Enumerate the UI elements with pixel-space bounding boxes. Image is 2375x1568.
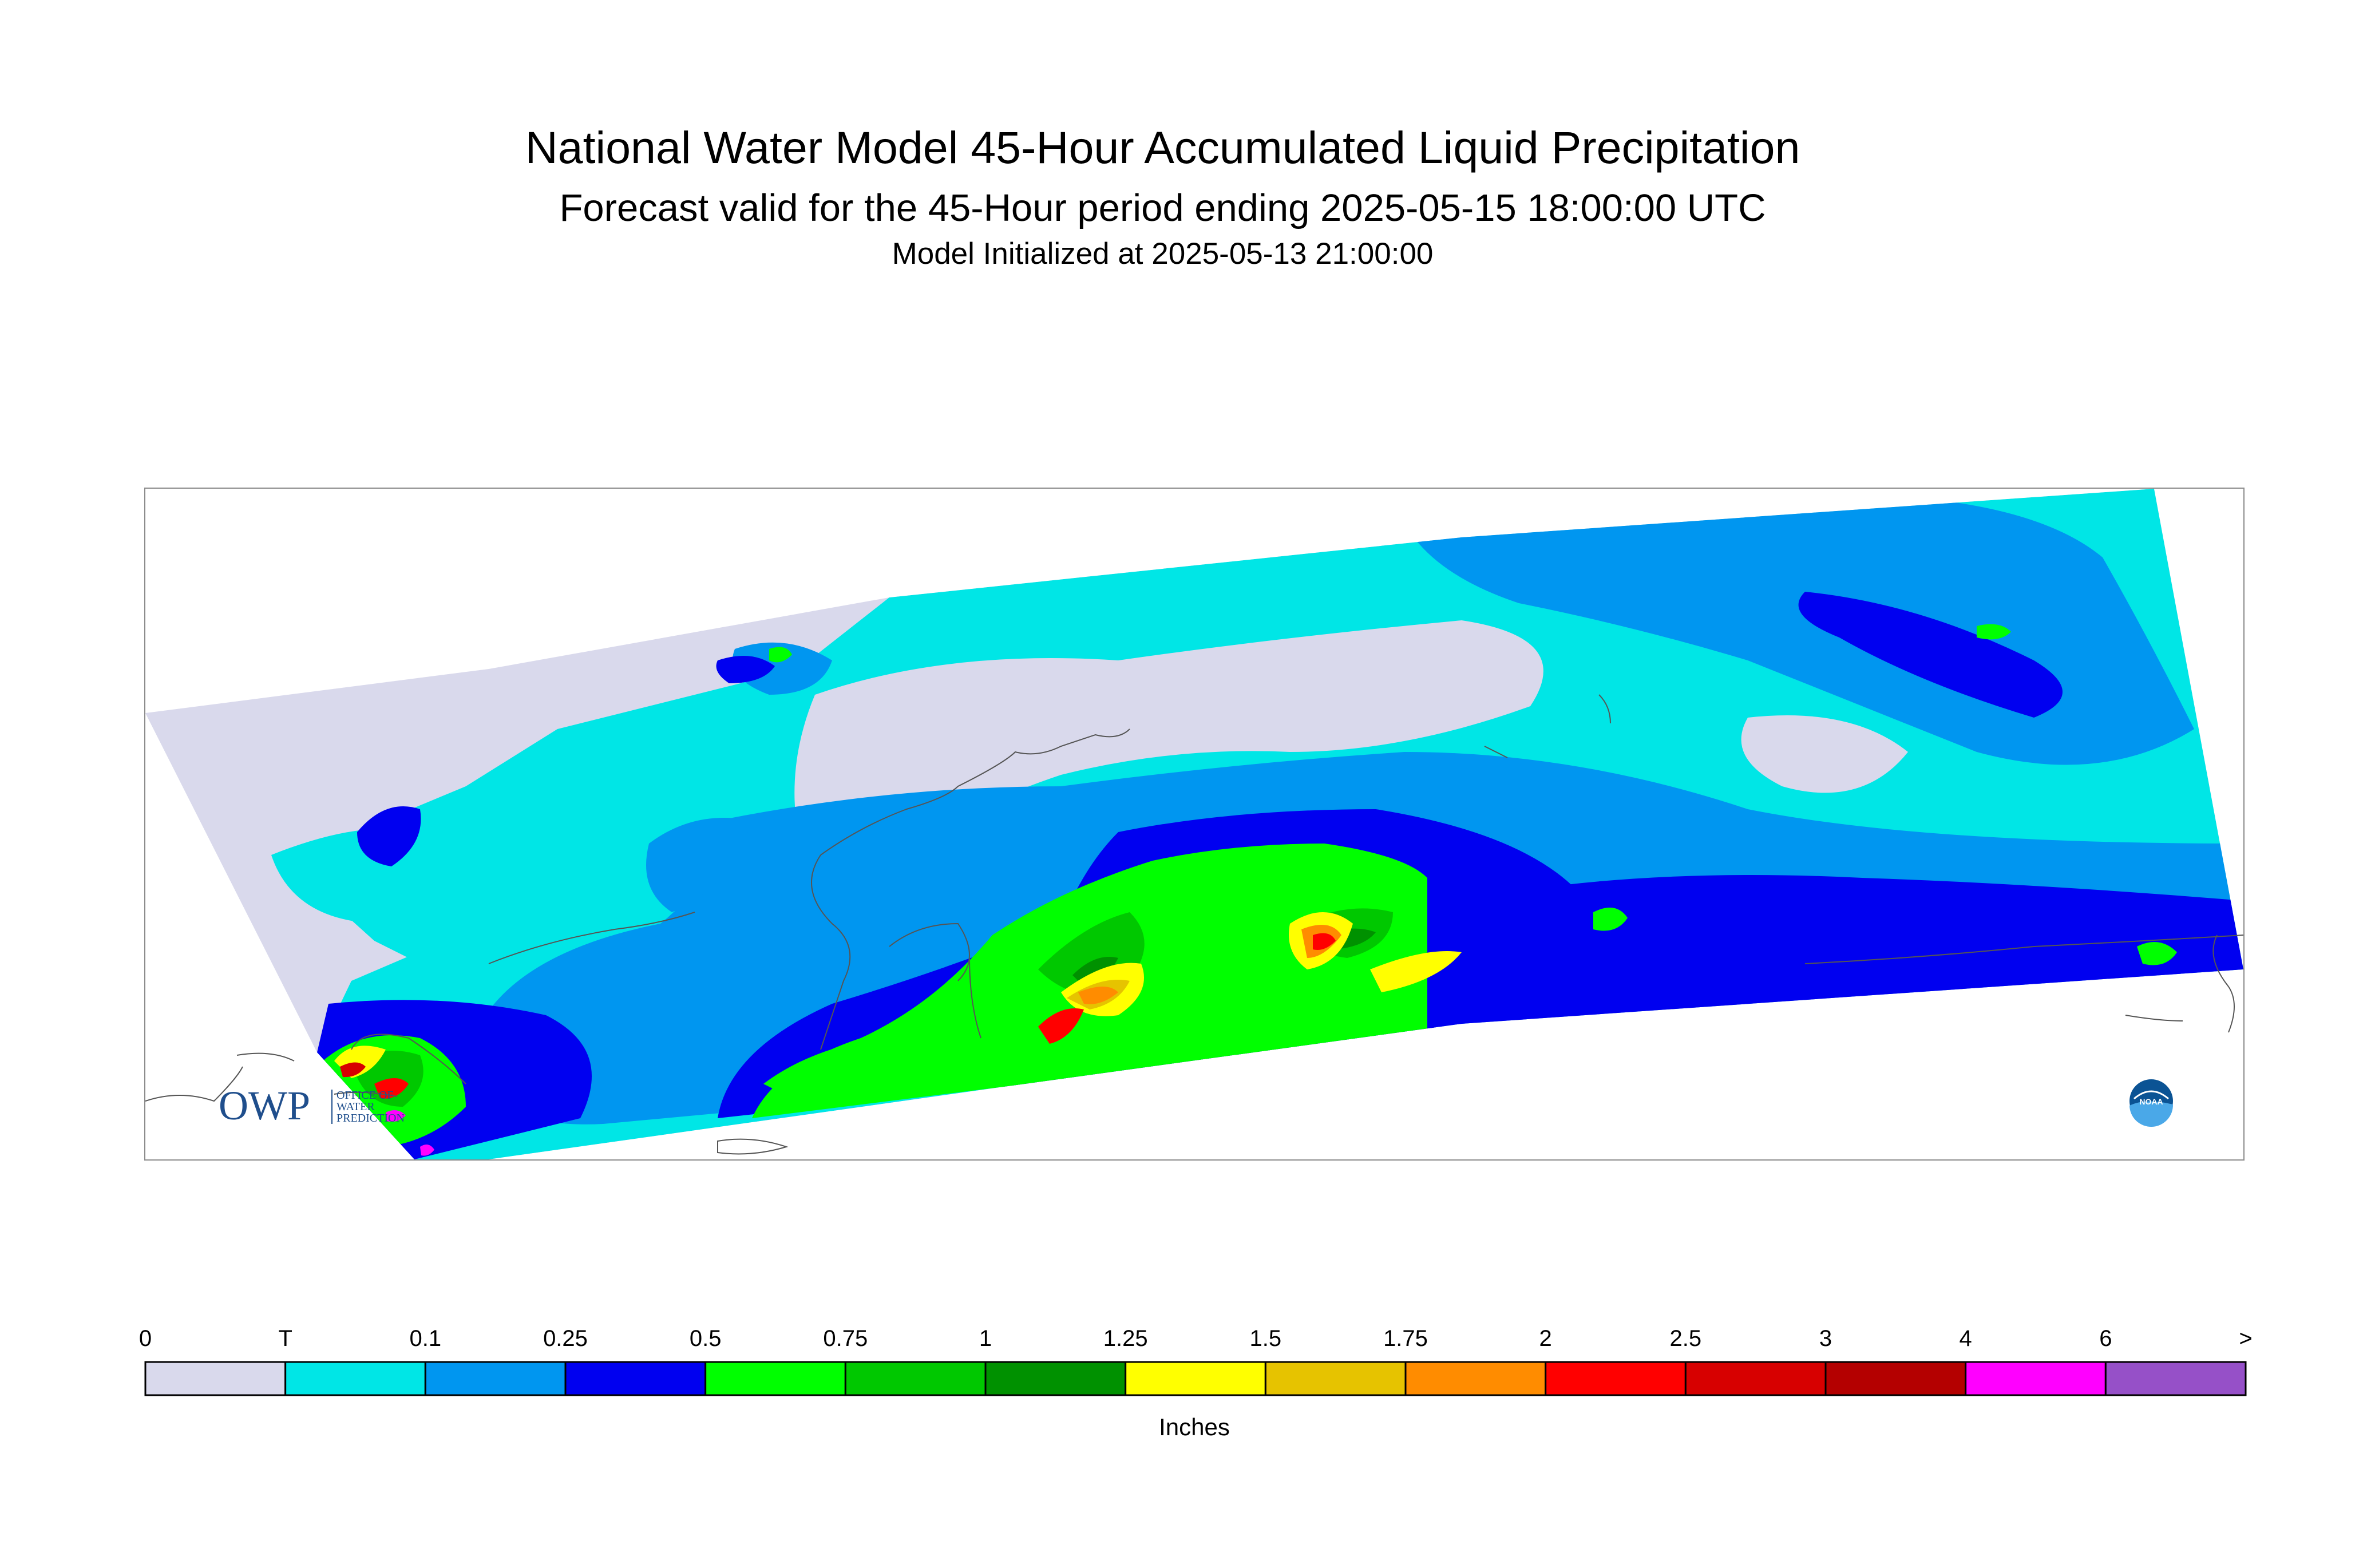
- owp-text-line1: OFFICE OF: [337, 1089, 393, 1102]
- legend-swatch: [1404, 1361, 1547, 1396]
- precip-4-band: [386, 1110, 406, 1122]
- precip-2.5-band: [340, 1062, 366, 1078]
- legend-break-label: 1.5: [1250, 1326, 1282, 1351]
- precip-0.5-band: [769, 647, 792, 663]
- legend-swatch: [1824, 1361, 1967, 1396]
- map-title: National Water Model 45-Hour Accumulated…: [525, 122, 1800, 173]
- legend-swatch: [144, 1361, 287, 1396]
- owp-text-line3: PREDICTION: [337, 1112, 405, 1124]
- legend-break-label: 6: [2099, 1326, 2112, 1351]
- precip-1.25-band: [1370, 951, 1462, 992]
- model-init-time: Model Initialized at 2025-05-13 21:00:00: [892, 237, 1434, 271]
- precip-0.25-band: [357, 806, 421, 866]
- legend-break-label: 0: [139, 1326, 152, 1351]
- legend-unit-label: Inches: [1159, 1413, 1230, 1440]
- owp-mark: OWP: [219, 1083, 310, 1129]
- legend-break-label: 0.5: [690, 1326, 722, 1351]
- precip-0.1-band: [733, 642, 832, 695]
- legend-swatch: [704, 1361, 846, 1396]
- legend-break-label: 0.75: [823, 1326, 868, 1351]
- precip-0.1-band: [646, 818, 752, 912]
- legend-swatch: [1684, 1361, 1827, 1396]
- precip-1.75-band: [1078, 987, 1118, 1004]
- legend-colorbar: [144, 1361, 2247, 1396]
- precip-0.5-band: [763, 1038, 935, 1095]
- forecast-period: Forecast valid for the 45-Hour period en…: [559, 187, 1766, 229]
- legend-break-label: 0.1: [410, 1326, 442, 1351]
- precip-2-band: [1038, 1008, 1084, 1044]
- legend-swatch: [424, 1361, 567, 1396]
- legend-break-label: 1.25: [1103, 1326, 1148, 1351]
- legend-break-label: >: [2239, 1326, 2252, 1351]
- precipitation-legend: 0 T 0.1 0.25 0.5 0.75 1 1.25 1.5 1.75 2 2.5 3 4 6 >: [139, 1326, 2253, 1396]
- precipitation-field: [271, 489, 2243, 1159]
- legend-swatch: [2104, 1361, 2247, 1396]
- legend-break-label: 0.25: [543, 1326, 588, 1351]
- legend-break-label: T: [278, 1326, 292, 1351]
- precip-2-band: [1313, 933, 1336, 950]
- precipitation-map: OWP OFFICE OF WATER PREDICTION NOAA: [145, 489, 2243, 1159]
- legend-break-label: 2.5: [1670, 1326, 1702, 1351]
- precip-0.25-band: [716, 656, 775, 683]
- legend-swatch: [1125, 1361, 1266, 1396]
- legend-swatch: [1965, 1361, 2107, 1396]
- legend-swatch: [984, 1361, 1127, 1396]
- legend-swatch: [284, 1361, 426, 1396]
- legend-break-label: 3: [1819, 1326, 1832, 1351]
- legend-swatch: [844, 1361, 987, 1396]
- precip-0.5-band: [2137, 942, 2177, 965]
- legend-break-label: 4: [1960, 1326, 1972, 1351]
- dry-region: [1741, 715, 1908, 793]
- legend-swatch: [1545, 1361, 1687, 1396]
- owp-text-line2: WATER: [337, 1100, 375, 1113]
- legend-break-label: 1: [979, 1326, 992, 1351]
- noaa-mark: NOAA: [2139, 1097, 2163, 1106]
- precip-0.25-band: [1798, 592, 2063, 718]
- coastline: [145, 694, 2243, 1155]
- precip-0.5-band: [1977, 624, 2011, 640]
- legend-break-label: 1.75: [1383, 1326, 1428, 1351]
- noaa-logo: NOAA: [2129, 1079, 2174, 1127]
- precip-0.25-band: [1427, 875, 2243, 1035]
- precip-4-band: [420, 1145, 434, 1156]
- legend-swatch: [1264, 1361, 1407, 1396]
- precip-2-band: [374, 1078, 409, 1099]
- map-panel: OWP OFFICE OF WATER PREDICTION NOAA: [144, 488, 2245, 1161]
- precip-0.5-band: [1593, 908, 1628, 931]
- legend-swatch: [564, 1361, 707, 1396]
- dry-region: [794, 620, 1543, 873]
- legend-break-label: 2: [1539, 1326, 1552, 1351]
- owp-logo: OWP OFFICE OF WATER PREDICTION: [219, 1083, 405, 1129]
- legend-labels: 0 T 0.1 0.25 0.5 0.75 1 1.25 1.5 1.75 2 2.5 3 4 6 >: [139, 1326, 2253, 1351]
